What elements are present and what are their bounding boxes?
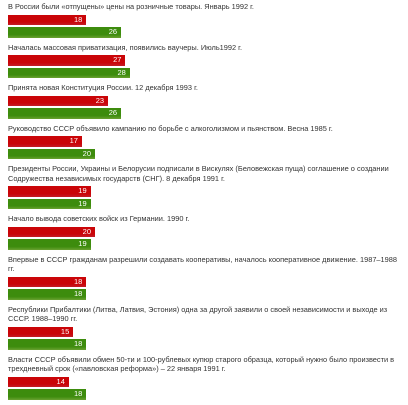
event-label: Принята новая Конституция России. 12 дек… bbox=[8, 83, 198, 92]
value-label: 26 bbox=[108, 27, 118, 36]
bar: 19 bbox=[8, 198, 91, 209]
value-label: 18 bbox=[73, 339, 83, 348]
value-label: 18 bbox=[73, 289, 83, 298]
value-label: 17 bbox=[69, 136, 78, 145]
value-label: 18 bbox=[73, 14, 83, 24]
event-row: Впервые в СССР гражданам разрешили созда… bbox=[0, 255, 408, 305]
value-label: 19 bbox=[78, 198, 87, 208]
event-row: Президенты России, Украины и Белорусии п… bbox=[0, 164, 408, 214]
bar: 18 bbox=[8, 289, 87, 300]
bar: 18 bbox=[8, 14, 87, 25]
event-label: Власти СССР объявили обмен 50-ти и 100-р… bbox=[8, 354, 395, 374]
value-label: 18 bbox=[73, 276, 83, 286]
value-label: 14 bbox=[56, 376, 65, 386]
event-row: Республики Прибалтики (Литва, Латвия, Эс… bbox=[0, 305, 408, 355]
bar: 18 bbox=[8, 339, 87, 350]
value-label: 28 bbox=[117, 67, 126, 77]
value-label: 18 bbox=[73, 389, 83, 398]
bar: 18 bbox=[8, 276, 87, 287]
value-label: 19 bbox=[78, 239, 87, 248]
event-row: Власти СССР объявили обмен 50-ти и 100-р… bbox=[0, 355, 408, 405]
bar: 15 bbox=[8, 326, 74, 337]
event-label: В России были «отпущены» цены на розничн… bbox=[8, 2, 254, 11]
event-row: Началась массовая приватизация, появилис… bbox=[0, 43, 408, 84]
event-label: Руководство СССР объявило кампанию по бо… bbox=[8, 123, 333, 133]
event-row: Руководство СССР объявило кампанию по бо… bbox=[0, 124, 408, 165]
bar: 28 bbox=[8, 67, 130, 78]
event-row: Начало вывода советских войск из Германи… bbox=[0, 214, 408, 255]
value-label: 20 bbox=[82, 226, 91, 236]
value-label: 20 bbox=[82, 148, 91, 158]
event-row: Принята новая Конституция России. 12 дек… bbox=[0, 83, 408, 124]
event-label: Республики Прибалтики (Литва, Латвия, Эс… bbox=[8, 304, 388, 324]
event-row: В России были «отпущены» цены на розничн… bbox=[0, 2, 408, 43]
value-label: 26 bbox=[108, 108, 118, 117]
bar: 19 bbox=[8, 239, 91, 250]
bar: 26 bbox=[8, 27, 122, 38]
bar: 23 bbox=[8, 95, 109, 106]
event-label: Впервые в СССР гражданам разрешили созда… bbox=[8, 254, 397, 274]
bar: 20 bbox=[8, 226, 95, 237]
value-label: 27 bbox=[113, 55, 122, 64]
bar: 19 bbox=[8, 186, 91, 197]
event-label: Президенты России, Украины и Белорусии п… bbox=[8, 164, 389, 183]
value-label: 15 bbox=[60, 326, 70, 336]
bar: 27 bbox=[8, 55, 126, 66]
bar: 17 bbox=[8, 136, 82, 147]
bar: 18 bbox=[8, 389, 87, 400]
bar: 20 bbox=[8, 148, 95, 159]
event-label: Началась массовая приватизация, появилис… bbox=[8, 42, 243, 52]
bar: 14 bbox=[8, 376, 69, 387]
event-label: Начало вывода советских войск из Германи… bbox=[8, 214, 190, 223]
value-label: 19 bbox=[78, 186, 87, 195]
bar: 26 bbox=[8, 108, 122, 119]
value-label: 23 bbox=[95, 95, 105, 105]
